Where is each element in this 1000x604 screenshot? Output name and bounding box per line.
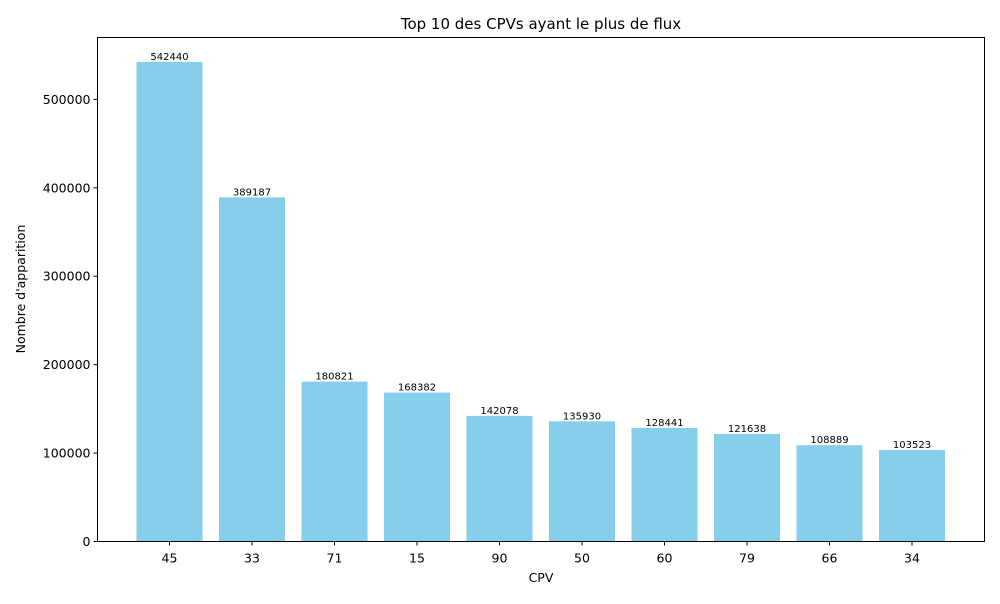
- plot-frame: [97, 37, 985, 542]
- bar-90: [466, 415, 533, 542]
- x-tick-label-34: 34: [904, 551, 920, 566]
- x-tick-label-66: 66: [822, 551, 838, 566]
- bar-33: [219, 197, 285, 542]
- y-tick-label: 500000: [43, 92, 91, 107]
- y-tick-label: 300000: [43, 269, 91, 284]
- x-axis-label: CPV: [529, 570, 554, 585]
- x-tick-label-60: 60: [657, 551, 673, 566]
- x-tick-label-79: 79: [739, 551, 755, 566]
- y-tick-label: 100000: [43, 446, 91, 461]
- data-label-33: 389187: [233, 187, 271, 198]
- bar-45: [136, 61, 203, 542]
- x-tick-label-33: 33: [244, 551, 260, 566]
- bar-79: [714, 433, 780, 542]
- x-axis: 45 33 71 15 90 50 60 79 66 34: [162, 541, 920, 566]
- data-label-71: 180821: [315, 372, 353, 383]
- data-label-50: 135930: [563, 411, 601, 422]
- y-axis: 0 100000 200000 300000 400000 500000: [43, 92, 98, 549]
- x-tick-label-90: 90: [492, 551, 508, 566]
- data-label-66: 108889: [810, 435, 848, 446]
- y-tick-label: 0: [83, 534, 91, 549]
- bar-34: [879, 449, 945, 542]
- x-tick-label-71: 71: [327, 551, 343, 566]
- x-tick-label-15: 15: [409, 551, 425, 566]
- bars-layer: [136, 61, 945, 542]
- data-label-45: 542440: [150, 52, 188, 63]
- data-label-79: 121638: [728, 424, 766, 435]
- data-label-15: 168382: [398, 383, 436, 394]
- bar-15: [384, 392, 450, 542]
- y-tick-label: 400000: [43, 180, 91, 195]
- bar-60: [631, 427, 698, 542]
- data-label-60: 128441: [645, 418, 683, 429]
- bar-71: [301, 381, 368, 542]
- data-label-34: 103523: [893, 440, 931, 451]
- y-tick-label: 200000: [43, 357, 91, 372]
- bar-50: [549, 421, 615, 542]
- data-label-90: 142078: [480, 406, 518, 417]
- x-tick-label-50: 50: [574, 551, 590, 566]
- chart-title: Top 10 des CPVs ayant le plus de flux: [400, 15, 681, 33]
- bar-66: [796, 445, 863, 542]
- data-labels-layer: 542440 389187 180821 168382 142078 135930 1284…: [150, 52, 931, 451]
- x-tick-label-45: 45: [162, 551, 178, 566]
- y-axis-label: Nombre d'apparition: [13, 225, 28, 354]
